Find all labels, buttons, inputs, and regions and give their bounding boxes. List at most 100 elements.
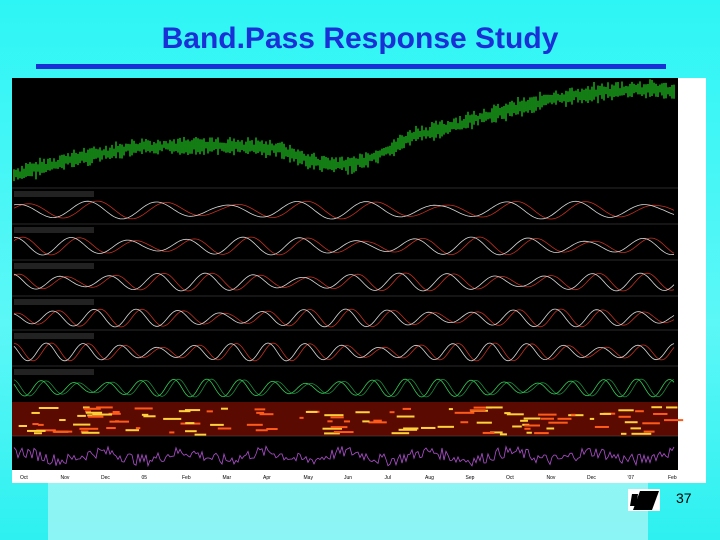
- spectrum-streak: [330, 426, 348, 429]
- spectrum-streak: [32, 423, 39, 426]
- spectrum-streak: [112, 410, 120, 413]
- x-tick-label: Nov: [547, 475, 556, 481]
- spectrum-streak: [254, 408, 266, 411]
- spectrum-streak: [664, 419, 684, 422]
- oscillator-line: [13, 236, 675, 256]
- x-tick-label: Apr: [263, 475, 271, 481]
- oscillator-line: [13, 200, 675, 220]
- x-tick-label: Jun: [344, 475, 352, 481]
- spectrum-streak: [512, 425, 522, 428]
- spectrum-streak: [31, 411, 40, 414]
- spectrum-streak: [330, 416, 344, 419]
- spectrum-streak: [77, 414, 86, 417]
- spectrum-streak: [469, 409, 486, 412]
- spectrum-streak: [299, 416, 304, 419]
- x-tick-label: Oct: [506, 475, 514, 481]
- spectrum-streak: [589, 417, 595, 420]
- panel-label-bg: [14, 369, 94, 375]
- oscillator-line: [13, 272, 675, 292]
- spectrum-streak: [246, 423, 263, 426]
- spectrum-streak: [109, 420, 130, 423]
- spectrum-streak: [343, 420, 351, 423]
- spectrum-streak: [373, 419, 382, 422]
- panel-label-bg: [14, 263, 94, 269]
- spectrum-streak: [135, 427, 141, 430]
- oscillator-line: [13, 200, 675, 220]
- spectrum-streak: [651, 406, 663, 409]
- spectrum-streak: [448, 408, 453, 411]
- spectrum-streak: [178, 410, 191, 413]
- x-tick-label: '07: [628, 475, 635, 481]
- x-tick-label: Sep: [466, 475, 475, 481]
- spectrum-streak: [618, 409, 634, 412]
- spectrum-streak: [210, 423, 224, 426]
- spectrum-streak: [125, 429, 140, 432]
- spectrum-streak: [85, 411, 103, 414]
- oscillator-line: [13, 342, 675, 362]
- spectrum-streak: [482, 431, 495, 434]
- panel-label-bg: [14, 299, 94, 305]
- x-tick-label: Oct: [20, 475, 28, 481]
- spectrum-streak: [83, 407, 101, 410]
- oscillator-line: [13, 378, 675, 398]
- spectrum-streak: [82, 406, 90, 409]
- chart-plots: [12, 79, 684, 468]
- spectrum-streak: [631, 432, 652, 435]
- spectrum-streak: [355, 411, 370, 414]
- spectrum-streak: [635, 410, 644, 413]
- spectrum-streak: [106, 427, 116, 430]
- x-tick-label: 05: [142, 475, 148, 481]
- slide-title: Band.Pass Response Study: [161, 22, 559, 55]
- x-tick-label: Nov: [61, 475, 70, 481]
- spectrum-streak: [568, 414, 584, 417]
- spectrum-streak: [73, 423, 91, 426]
- oscillator-line: [13, 308, 675, 328]
- spectrum-streak: [87, 415, 104, 418]
- spectrum-streak: [92, 413, 113, 416]
- panel-label-bg: [14, 191, 94, 197]
- spectrum-streak: [322, 427, 342, 430]
- spectrum-streak: [524, 424, 540, 427]
- oscillator-line: [13, 272, 675, 292]
- spectrum-streak: [185, 422, 195, 425]
- spectrum-streak: [454, 411, 475, 414]
- x-tick-label: Mar: [223, 475, 232, 481]
- spectrum-streak: [398, 428, 418, 431]
- spectrum-streak: [485, 406, 503, 409]
- footer-panel: [48, 482, 648, 540]
- oscillator-line: [13, 236, 675, 256]
- spectrum-streak: [504, 412, 511, 415]
- page-number: 37: [676, 490, 692, 506]
- spectrum-streak: [194, 433, 207, 436]
- x-tick-label: Feb: [668, 475, 677, 481]
- spectrum-streak: [333, 431, 354, 434]
- spectrum-streak: [620, 432, 627, 435]
- spectrum-streak: [402, 407, 411, 410]
- spectrum-streak: [624, 421, 638, 424]
- x-tick-label: Dec: [587, 475, 596, 481]
- spectrum-streak: [571, 413, 576, 416]
- spectrum-streak: [630, 427, 641, 430]
- spectrum-streak: [305, 410, 318, 413]
- spectrum-streak: [259, 413, 274, 416]
- spectrum-streak: [256, 411, 265, 414]
- x-tick-label: Jul: [385, 475, 391, 481]
- spectrum-streak: [548, 421, 568, 424]
- oscillator-line: [13, 342, 675, 362]
- spectrum-streak: [36, 429, 56, 432]
- x-tick-label: Aug: [425, 475, 434, 481]
- spectrum-streak: [87, 414, 93, 417]
- spectrum-streak: [169, 431, 175, 434]
- spectrum-streak: [506, 413, 524, 416]
- spectrum-streak: [362, 420, 370, 423]
- spectrum-streak: [599, 412, 612, 415]
- spectrum-streak: [206, 410, 213, 413]
- spectrum-streak: [523, 417, 541, 420]
- spectrum-streak: [534, 432, 549, 435]
- spectrum-streak: [327, 420, 333, 423]
- spectrum-streak: [653, 412, 668, 415]
- x-tick-label: Feb: [182, 475, 191, 481]
- spectrum-streak: [108, 412, 121, 415]
